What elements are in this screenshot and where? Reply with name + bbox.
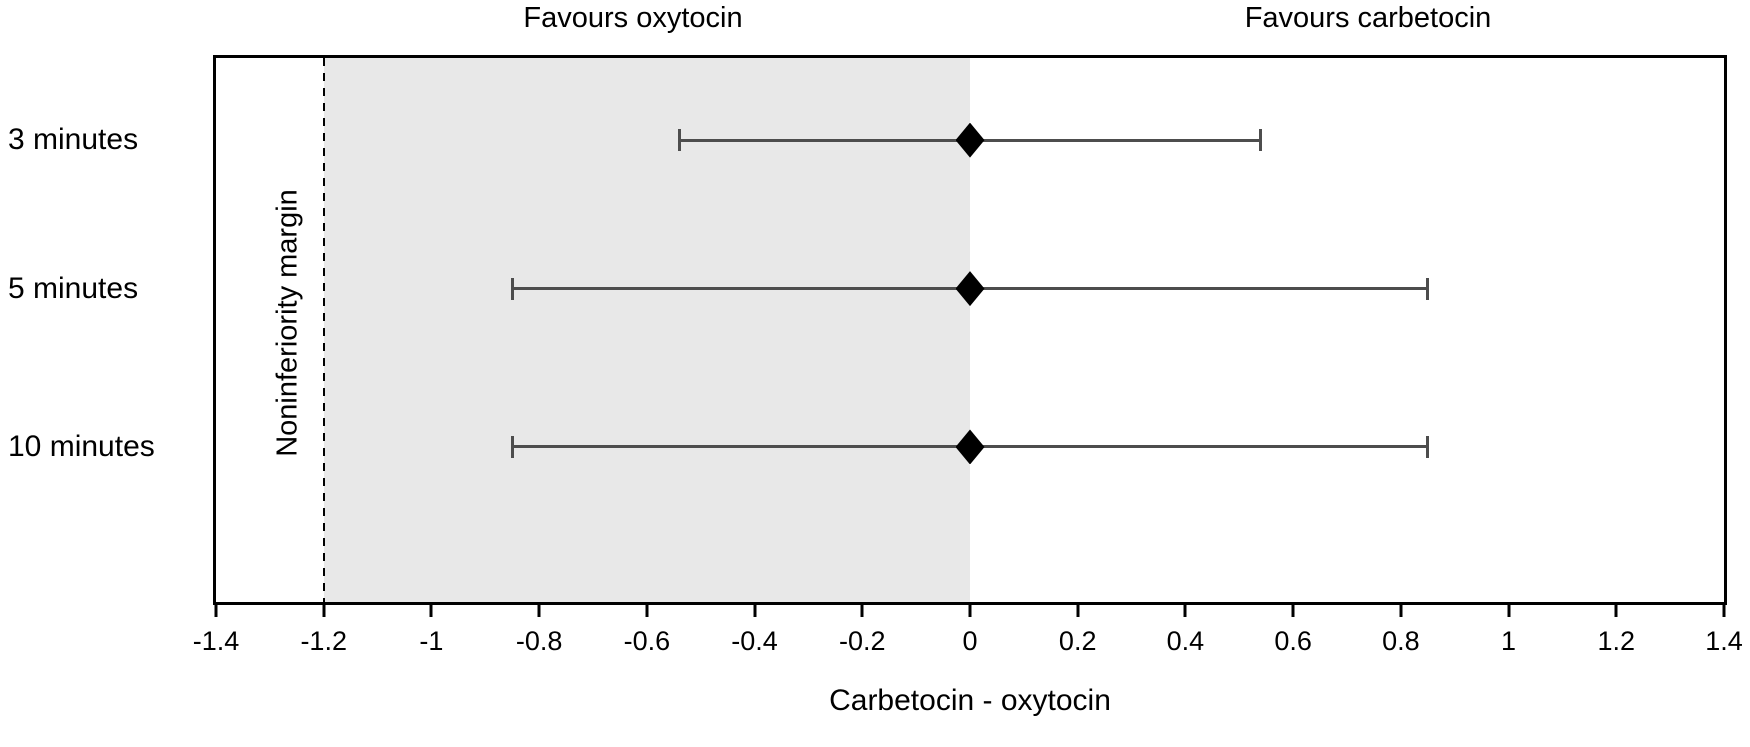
x-tick-label: 0.4 (1166, 626, 1205, 656)
x-tick (645, 605, 649, 617)
x-tick-label: 1.2 (1597, 626, 1636, 656)
x-tick (1076, 605, 1080, 617)
x-tick-label: -1 (419, 626, 444, 656)
x-tick-label: -0.2 (839, 626, 886, 656)
x-tick (322, 605, 326, 617)
error-bar-cap-right (1259, 129, 1263, 152)
error-bar-cap-right (1426, 435, 1430, 458)
category-label: 10 minutes (8, 429, 155, 463)
error-bar-cap-left (510, 277, 514, 300)
noninferiority-margin-dashed-line (322, 58, 325, 602)
x-tick (860, 605, 864, 617)
x-tick-label: -1.2 (300, 626, 347, 656)
favours-oxytocin-label: Favours oxytocin (523, 2, 743, 34)
error-bar-cap-left (677, 129, 681, 152)
x-tick-label: -0.8 (515, 626, 563, 656)
noninferiority-margin-label: Noninferiority margin (271, 189, 304, 457)
error-bar-cap-right (1426, 277, 1430, 300)
x-tick (968, 605, 972, 617)
x-tick-label: 0 (962, 626, 978, 656)
plot-area: Noninferiority margin (213, 55, 1727, 605)
x-tick-label: 1 (1501, 626, 1517, 656)
x-tick-label: 0.6 (1274, 626, 1312, 656)
x-tick-label: 1.4 (1705, 626, 1743, 656)
favours-carbetocin-label: Favours carbetocin (1244, 2, 1492, 34)
x-tick (1614, 605, 1618, 617)
error-bar-cap-left (510, 435, 514, 458)
x-tick (1291, 605, 1295, 617)
x-tick (1183, 605, 1187, 617)
x-tick-label: 0.2 (1058, 626, 1097, 656)
x-tick (214, 605, 218, 617)
x-tick-label: -0.4 (731, 626, 778, 656)
x-tick (753, 605, 757, 617)
x-tick (1399, 605, 1403, 617)
x-tick-label: 0.8 (1382, 626, 1420, 656)
category-label: 3 minutes (8, 123, 139, 157)
x-tick-label: -1.4 (192, 626, 240, 656)
x-tick (537, 605, 541, 617)
category-label: 5 minutes (8, 271, 139, 305)
noninferiority-shaded-region (323, 58, 970, 602)
x-tick-label: -0.6 (623, 626, 671, 656)
x-tick (1507, 605, 1511, 617)
x-axis-title: Carbetocin - oxytocin (829, 684, 1111, 717)
x-tick (1722, 605, 1726, 617)
x-tick (429, 605, 433, 617)
